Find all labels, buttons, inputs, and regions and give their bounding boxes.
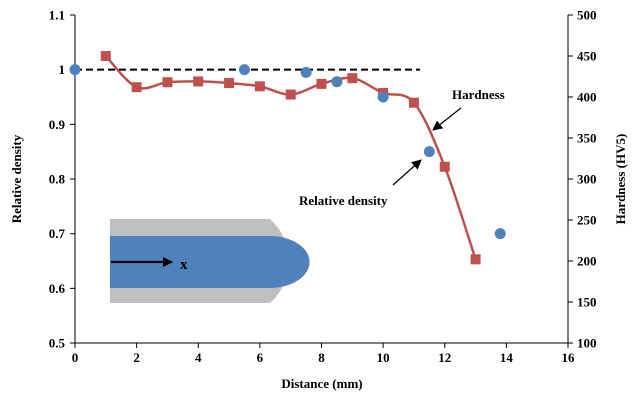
y-tick-label: 0.9 [49,117,66,132]
hardness-point [316,78,327,89]
y-tick-label: 0.7 [49,226,66,241]
density-annotation: Relative density [299,193,388,208]
hardness-annotation: Hardness [452,87,505,102]
y-tick-label: 0.6 [49,281,66,296]
hardness-point [470,254,481,265]
x-tick-label: 12 [438,350,451,365]
x-tick-label: 2 [133,350,140,365]
x-tick-label: 8 [318,350,325,365]
hardness-point [193,76,204,87]
inset-x-label: x [180,257,188,273]
y-tick-label: 0.5 [49,336,66,351]
density-point [423,146,435,158]
annotations: Hardness Relative density [299,87,505,208]
x-tick-label: 0 [72,350,79,365]
density-point [300,66,312,78]
y2-tick-label: 150 [577,295,597,310]
density-point [377,91,389,103]
hardness-point [224,78,235,89]
hardness-point [100,51,111,61]
x-tick-label: 16 [562,350,576,365]
density-point [331,76,343,88]
density-point [494,228,506,240]
y2-tick-label: 100 [577,336,597,351]
y2-axis-title: Hardness (HV5) [613,134,628,225]
y2-tick-label: 500 [577,8,597,23]
x-tick-label: 10 [377,350,390,365]
density-points [69,64,506,240]
x-tick-label: 14 [500,350,514,365]
hardness-annotation-arrow [432,107,462,131]
y2-tick-label: 450 [577,49,597,64]
density-annotation-arrow [392,159,422,186]
y-tick-label: 1.1 [49,8,65,23]
density-point [69,64,81,76]
hardness-point [347,73,358,84]
y-axis-title: Relative density [9,134,24,223]
y2-tick-label: 250 [577,213,597,228]
y2-tick-label: 200 [577,254,597,269]
x-tick-label: 4 [195,350,202,365]
hardness-point [254,81,265,92]
inset-schematic: x [110,219,310,303]
inset-core [110,236,310,288]
y-tick-label: 0.8 [49,172,66,187]
y2-tick-label: 350 [577,131,597,146]
tick-labels: 0 2 4 6 8 10 12 14 16 0.5 0.6 0.7 0.8 0.9 1 1.1 100 150 20… [49,8,597,366]
hardness-point [162,77,173,88]
hardness-point [131,82,142,93]
y2-tick-label: 400 [577,90,597,105]
y2-tick-label: 300 [577,172,597,187]
x-tick-label: 6 [257,350,264,365]
x-axis-title: Distance (mm) [281,376,362,391]
density-point [238,64,250,76]
hardness-point [285,89,296,100]
hardness-point [439,161,450,172]
y-tick-label: 1 [59,62,66,77]
hardness-point [408,97,419,108]
